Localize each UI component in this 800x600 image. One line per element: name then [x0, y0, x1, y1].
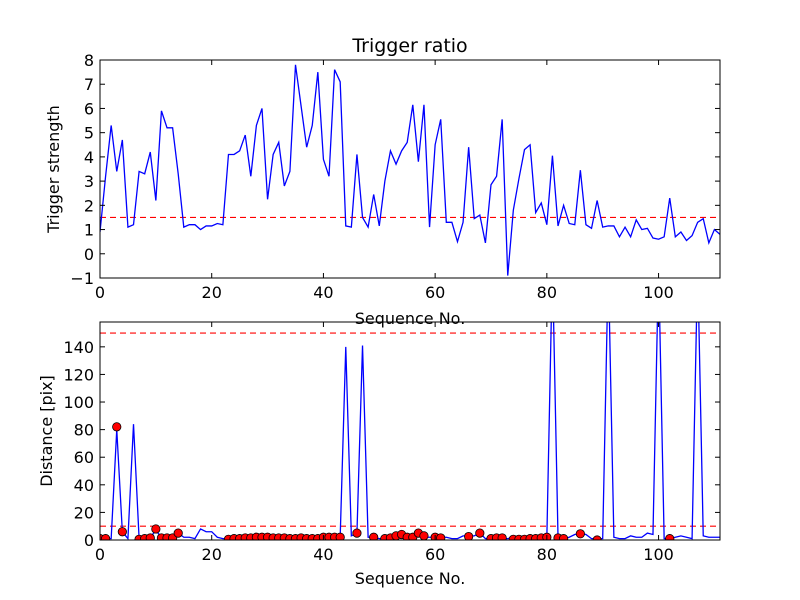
- y-axis-ticks: 0 20 40 60 80 100 120 140: [63, 338, 720, 550]
- y-tick-label: 20: [74, 503, 94, 522]
- y-tick-label: 0: [84, 245, 94, 264]
- x-tick-label: 0: [95, 283, 105, 302]
- y-tick-label: −1: [70, 269, 94, 288]
- x-tick-label: 20: [202, 545, 222, 564]
- series-line: [100, 64, 720, 276]
- data-point-marker: [117, 527, 127, 537]
- y-tick-label: 60: [74, 448, 94, 467]
- y-axis-label: Trigger strength: [44, 105, 63, 234]
- x-axis-ticks: 0 20 40 60 80 100: [95, 322, 674, 564]
- y-tick-label: 40: [74, 476, 94, 495]
- y-tick-label: 80: [74, 421, 94, 440]
- y-tick-label: 1: [84, 221, 94, 240]
- y-tick-label: 7: [84, 75, 94, 94]
- x-tick-label: 80: [537, 545, 557, 564]
- y-axis-label: Distance [pix]: [37, 375, 56, 487]
- distance-panel: 0 20 40 60 80 100 0 20 40 60 80 100 120 140 Sequence…: [37, 321, 721, 588]
- data-point-marker: [475, 528, 485, 538]
- x-tick-label: 40: [313, 545, 333, 564]
- x-tick-label: 100: [643, 545, 674, 564]
- data-point-marker: [665, 534, 675, 540]
- y-tick-label: 2: [84, 196, 94, 215]
- reference-lines: [100, 332, 720, 527]
- x-tick-label: 60: [425, 283, 445, 302]
- x-tick-label: 40: [313, 283, 333, 302]
- data-point-marker: [173, 528, 183, 538]
- plot-frame: [99, 321, 721, 541]
- chart-title: Trigger ratio: [351, 35, 467, 57]
- y-tick-label: 4: [84, 148, 94, 167]
- y-tick-label: 0: [84, 531, 94, 550]
- x-axis-ticks: 0 20 40 60 80 100: [95, 60, 674, 302]
- data-point-marker: [419, 531, 429, 540]
- y-tick-label: 100: [63, 393, 94, 412]
- x-tick-label: 0: [95, 545, 105, 564]
- data-point-marker: [369, 532, 379, 540]
- x-tick-label: 100: [643, 283, 674, 302]
- marker-group: [100, 422, 675, 540]
- data-point-marker: [559, 534, 569, 540]
- plot-frame: [99, 59, 721, 279]
- data-point-marker: [145, 533, 155, 540]
- data-point-marker: [436, 533, 446, 540]
- x-axis-label: Sequence No.: [355, 569, 466, 588]
- data-point-marker: [112, 422, 122, 432]
- data-point-marker: [352, 528, 362, 538]
- y-tick-label: 8: [84, 51, 94, 70]
- data-point-marker: [464, 531, 474, 540]
- y-tick-label: 3: [84, 172, 94, 191]
- y-axis-ticks: −1 0 1 2 3 4 5 6 7 8: [70, 51, 720, 288]
- y-tick-label: 140: [63, 338, 94, 357]
- x-tick-label: 60: [425, 545, 445, 564]
- y-tick-label: 5: [84, 124, 94, 143]
- series-group: [100, 64, 720, 276]
- data-point-marker: [497, 533, 507, 540]
- y-tick-label: 6: [84, 99, 94, 118]
- data-point-marker: [335, 532, 345, 540]
- x-tick-label: 20: [202, 283, 222, 302]
- data-point-marker: [100, 534, 111, 540]
- data-point-marker: [151, 524, 161, 534]
- y-tick-label: 120: [63, 365, 94, 384]
- x-tick-label: 80: [537, 283, 557, 302]
- x-axis-label: Sequence No.: [355, 309, 466, 328]
- data-point-marker: [575, 529, 585, 539]
